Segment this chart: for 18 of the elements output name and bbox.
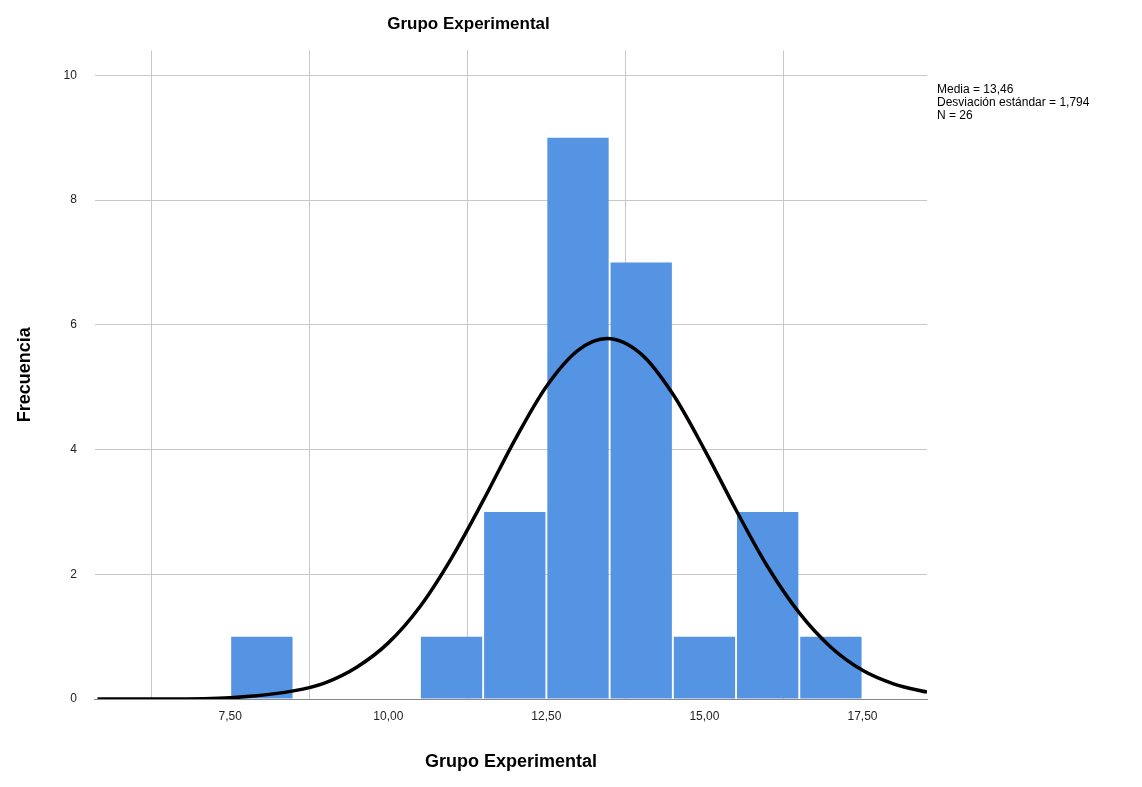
x-tick-label: 15,00 [689,708,720,723]
x-axis-title: Grupo Experimental [424,751,597,772]
x-tick-label: 12,50 [531,708,562,723]
y-tick-label: 6 [70,317,78,332]
x-tick-label: 17,50 [847,708,878,723]
chart-title: Grupo Experimental [387,13,550,33]
line-series [95,336,927,699]
y-tick-label: 2 [70,566,78,581]
y-axis-title: Frecuencia [13,326,34,423]
x-tick-label: 10,00 [373,708,404,723]
text: Desviación estándar = 1,794 [937,95,1090,110]
text: Media = 13,46 [937,82,1014,97]
x-tick-label: 7,50 [218,708,243,723]
text: N = 26 [937,108,974,123]
y-tick-label: 0 [70,691,78,706]
y-tick-label: 10 [63,67,78,82]
y-tick-label: 4 [70,441,78,456]
y-tick-label: 8 [70,192,78,207]
